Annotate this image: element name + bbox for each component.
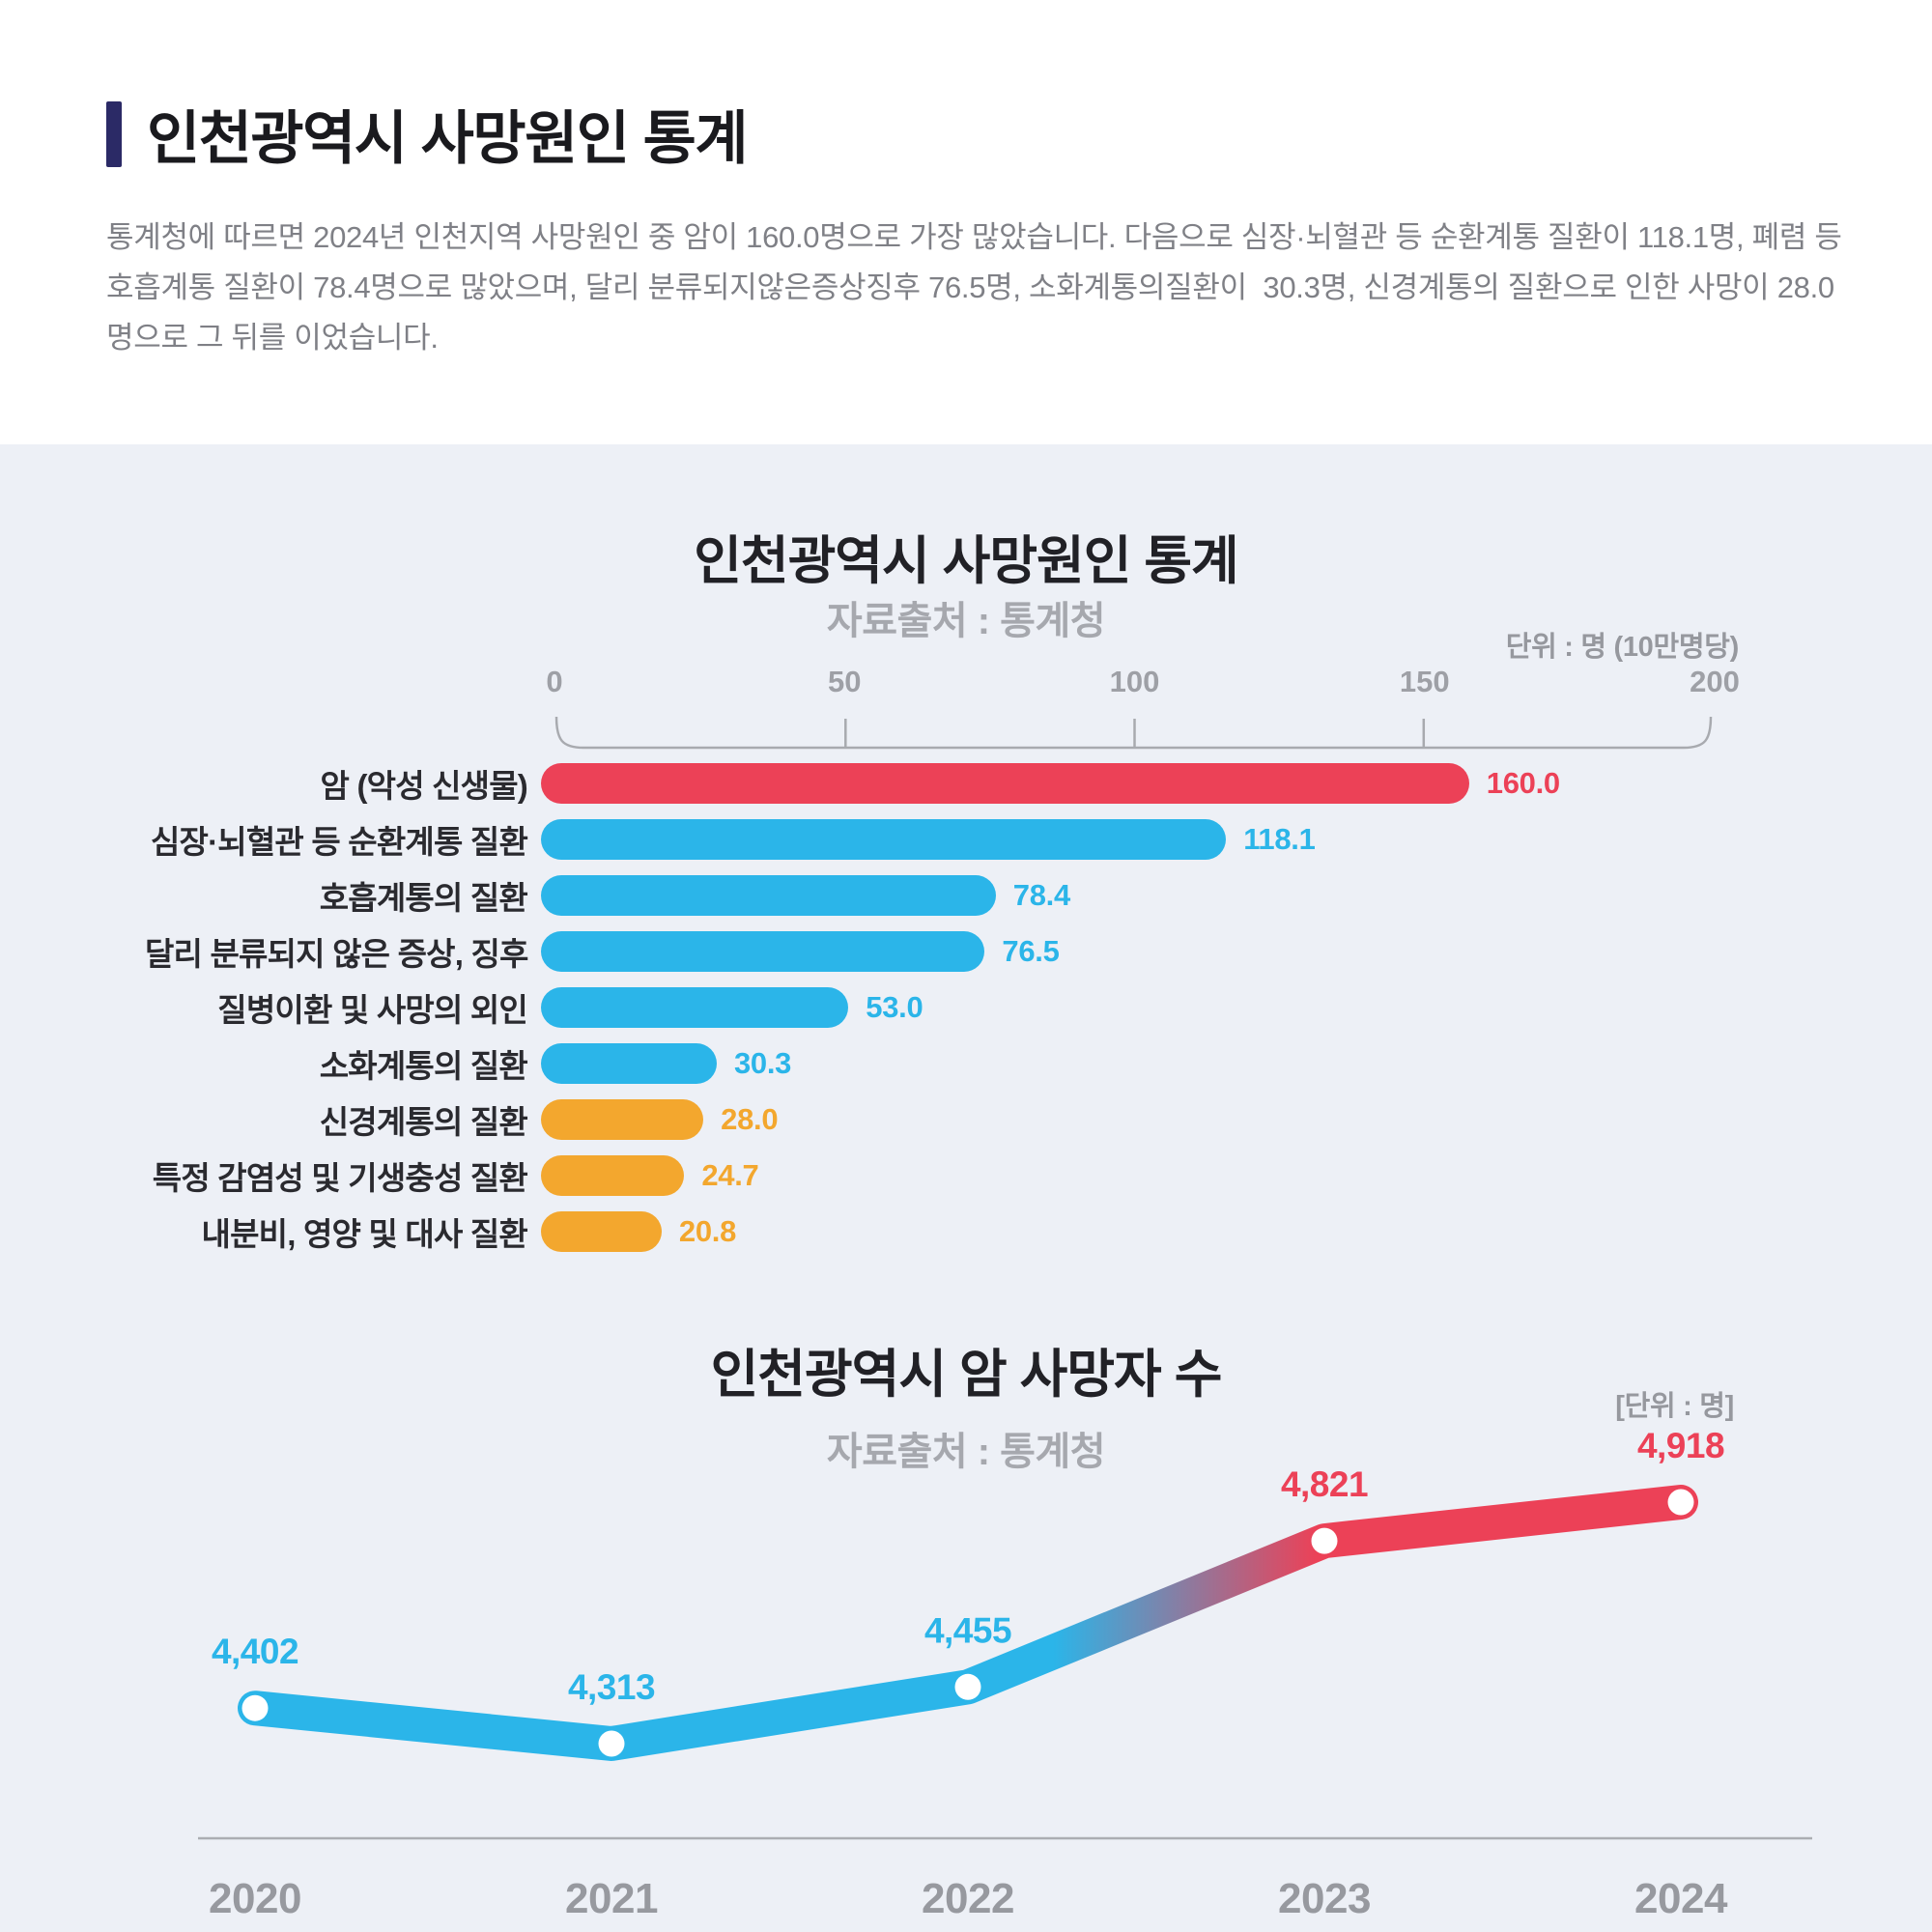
data-point-marker	[598, 1730, 625, 1757]
data-point-marker	[954, 1673, 981, 1700]
x-axis-tick-label: 0	[546, 665, 563, 698]
bar	[541, 819, 1227, 860]
bar-value-label: 53.0	[866, 990, 923, 1024]
bar	[541, 763, 1469, 804]
bar-category-label: 내분비, 영양 및 대사 질환	[201, 1216, 528, 1252]
bar	[541, 1211, 662, 1252]
bar-track: 160.0	[541, 763, 1787, 804]
bar-chart-rows: 암 (악성 신생물) 160.0 심장·뇌혈관 등 순환계통 질환 118.1 호흡계통…	[145, 763, 1787, 1267]
data-point-value-label: 4,455	[924, 1610, 1011, 1650]
bar-value-label: 28.0	[721, 1102, 779, 1136]
bar-category-label: 심장·뇌혈관 등 순환계통 질환	[150, 824, 528, 860]
x-axis-bracket-line	[554, 716, 1713, 750]
bar-row: 호흡계통의 질환 78.4	[145, 875, 1787, 916]
bar-track: 53.0	[541, 987, 1787, 1028]
x-axis-year-label: 2022	[922, 1875, 1014, 1922]
charts-section: 인천광역시 사망원인 통계 자료출처 : 통계청 단위 : 명 (10만명당) …	[0, 444, 1932, 1932]
bar-row: 신경계통의 질환 28.0	[145, 1099, 1787, 1140]
bar-chart-source: 자료출처 : 통계청	[826, 600, 1106, 642]
bar-category-label: 질병이환 및 사망의 외인	[217, 992, 528, 1028]
data-point-value-label: 4,402	[212, 1632, 298, 1671]
page-title: 인천광역시 사망원인 통계	[147, 106, 749, 171]
bar-value-label: 160.0	[1486, 766, 1560, 800]
x-axis-year-label: 2023	[1278, 1875, 1371, 1922]
bar	[541, 931, 985, 972]
bar	[541, 1155, 685, 1196]
bar-row: 심장·뇌혈관 등 순환계통 질환 118.1	[145, 819, 1787, 860]
bar-category-label: 신경계통의 질환	[319, 1104, 528, 1140]
bar	[541, 1099, 704, 1140]
page-title-row: 인천광역시 사망원인 통계	[106, 92, 749, 176]
bar-chart-title: 인천광역시 사망원인 통계	[694, 532, 1239, 590]
x-axis-tick-label: 200	[1690, 665, 1740, 698]
bar-category-label: 특정 감염성 및 기생충성 질환	[152, 1160, 528, 1196]
bar-value-label: 76.5	[1002, 934, 1060, 968]
bar-category-label: 호흡계통의 질환	[319, 880, 528, 916]
x-axis-year-label: 2021	[565, 1875, 658, 1922]
bar-chart-x-axis: 0 50 100 150 200	[546, 665, 1740, 771]
x-axis-tick-label: 150	[1399, 665, 1450, 698]
bar-value-label: 24.7	[701, 1158, 759, 1192]
data-point-marker	[1667, 1489, 1694, 1516]
bar-category-label: 암 (악성 신생물)	[320, 768, 528, 804]
bar-chart-unit-label: 단위 : 명 (10만명당)	[1505, 632, 1740, 663]
data-point-value-label: 4,821	[1281, 1464, 1368, 1504]
data-point-value-label: 4,918	[1637, 1426, 1724, 1465]
bar-row: 달리 분류되지 않은 증상, 징후 76.5	[145, 931, 1787, 972]
bar-track: 20.8	[541, 1211, 1787, 1252]
bar-track: 28.0	[541, 1099, 1787, 1140]
bar-category-label: 소화계통의 질환	[319, 1048, 528, 1084]
bar-track: 24.7	[541, 1155, 1787, 1196]
bar-row: 특정 감염성 및 기생충성 질환 24.7	[145, 1155, 1787, 1196]
bar-row: 소화계통의 질환 30.3	[145, 1043, 1787, 1084]
line-chart-title: 인천광역시 암 사망자 수	[710, 1346, 1223, 1404]
summary-paragraph: 통계청에 따르면 2024년 인천지역 사망원인 중 암이 160.0명으로 가…	[106, 220, 1850, 355]
bar-row: 내분비, 영양 및 대사 질환 20.8	[145, 1211, 1787, 1252]
bar-value-label: 78.4	[1012, 878, 1070, 912]
x-axis-tick-label: 50	[828, 665, 862, 698]
title-accent-bar	[106, 100, 122, 167]
bar-track: 118.1	[541, 819, 1787, 860]
line-chart-source: 자료출처 : 통계청	[826, 1431, 1106, 1473]
bar	[541, 875, 996, 916]
bar-track: 76.5	[541, 931, 1787, 972]
x-axis-tick-labels: 0 50 100 150 200	[546, 665, 1739, 699]
bar-value-label: 30.3	[733, 1046, 792, 1080]
bar	[541, 1043, 717, 1084]
bar-row: 암 (악성 신생물) 160.0	[145, 763, 1787, 804]
data-point-marker	[1311, 1527, 1338, 1554]
bar-row: 질병이환 및 사망의 외인 53.0	[145, 987, 1787, 1028]
line-chart-plot: 4,402 2020 4,313 2021 4,455 2022 4,821 2023 4,91…	[198, 1426, 1812, 1922]
bar-track: 30.3	[541, 1043, 1787, 1084]
x-axis-year-label: 2024	[1634, 1875, 1728, 1922]
bar-value-label: 20.8	[678, 1214, 737, 1248]
data-point-value-label: 4,313	[568, 1667, 655, 1707]
line-chart-unit-label: [단위 : 명]	[1615, 1391, 1734, 1422]
x-axis-tick-label: 100	[1109, 665, 1160, 698]
bar-track: 78.4	[541, 875, 1787, 916]
bar-category-label: 달리 분류되지 않은 증상, 징후	[145, 936, 528, 972]
bar-value-label: 118.1	[1243, 822, 1316, 856]
x-axis-year-label: 2020	[209, 1875, 301, 1922]
bar	[541, 987, 849, 1028]
data-point-marker	[242, 1694, 269, 1721]
